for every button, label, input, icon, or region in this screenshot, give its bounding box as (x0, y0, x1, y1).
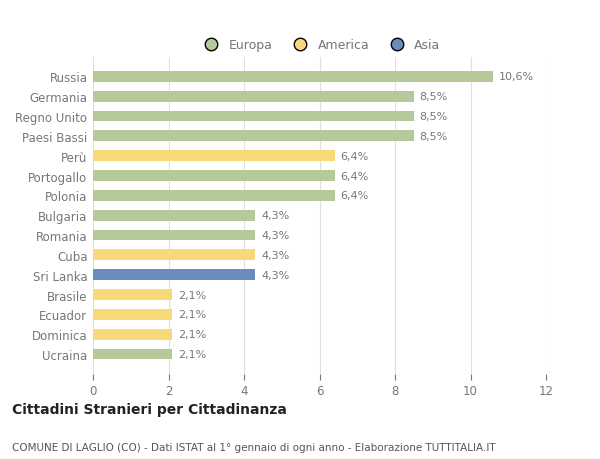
Text: 10,6%: 10,6% (499, 72, 534, 82)
Bar (93, 250, 256, 261)
Text: 4,3%: 4,3% (261, 270, 289, 280)
Text: 6,4%: 6,4% (340, 191, 368, 201)
Text: 2,1%: 2,1% (178, 349, 206, 359)
Text: COMUNE DI LAGLIO (CO) - Dati ISTAT al 1° gennaio di ogni anno - Elaborazione TUT: COMUNE DI LAGLIO (CO) - Dati ISTAT al 1°… (12, 442, 496, 452)
Bar (93, 309, 172, 320)
Bar (93, 269, 256, 280)
Text: 6,4%: 6,4% (340, 151, 368, 162)
Bar (93, 230, 256, 241)
Text: 8,5%: 8,5% (419, 112, 448, 122)
Bar (93, 151, 335, 162)
Bar (93, 329, 172, 340)
Bar (93, 349, 172, 360)
Bar (93, 290, 172, 300)
Bar (93, 190, 335, 202)
Text: 4,3%: 4,3% (261, 211, 289, 221)
Text: 2,1%: 2,1% (178, 290, 206, 300)
Text: 4,3%: 4,3% (261, 250, 289, 260)
Legend: Europa, America, Asia: Europa, America, Asia (195, 35, 444, 56)
Bar (93, 131, 414, 142)
Bar (93, 72, 493, 83)
Text: 2,1%: 2,1% (178, 330, 206, 340)
Text: 8,5%: 8,5% (419, 132, 448, 141)
Bar (93, 91, 414, 102)
Text: 6,4%: 6,4% (340, 171, 368, 181)
Bar (93, 112, 414, 122)
Bar (93, 210, 256, 221)
Bar (93, 171, 335, 182)
Text: 8,5%: 8,5% (419, 92, 448, 102)
Text: Cittadini Stranieri per Cittadinanza: Cittadini Stranieri per Cittadinanza (12, 402, 287, 416)
Text: 2,1%: 2,1% (178, 310, 206, 319)
Text: 4,3%: 4,3% (261, 230, 289, 241)
